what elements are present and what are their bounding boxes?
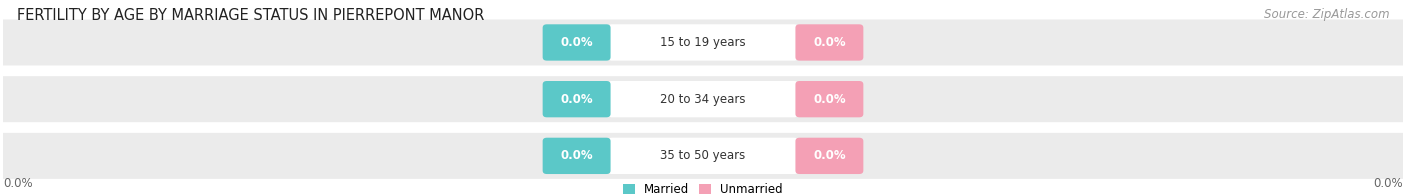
- Text: 0.0%: 0.0%: [1374, 177, 1403, 190]
- FancyBboxPatch shape: [796, 138, 863, 174]
- Text: FERTILITY BY AGE BY MARRIAGE STATUS IN PIERREPONT MANOR: FERTILITY BY AGE BY MARRIAGE STATUS IN P…: [17, 8, 484, 23]
- Text: 0.0%: 0.0%: [561, 93, 593, 106]
- Text: 0.0%: 0.0%: [813, 149, 845, 162]
- FancyBboxPatch shape: [607, 81, 799, 117]
- Legend: Married, Unmarried: Married, Unmarried: [623, 183, 783, 196]
- Text: Source: ZipAtlas.com: Source: ZipAtlas.com: [1264, 8, 1389, 21]
- Text: 20 to 34 years: 20 to 34 years: [661, 93, 745, 106]
- FancyBboxPatch shape: [0, 132, 1406, 180]
- FancyBboxPatch shape: [607, 138, 799, 174]
- FancyBboxPatch shape: [543, 138, 610, 174]
- Text: 0.0%: 0.0%: [813, 36, 845, 49]
- Text: 0.0%: 0.0%: [3, 177, 32, 190]
- FancyBboxPatch shape: [607, 24, 799, 61]
- Text: 15 to 19 years: 15 to 19 years: [661, 36, 745, 49]
- Text: 0.0%: 0.0%: [561, 36, 593, 49]
- Text: 0.0%: 0.0%: [813, 93, 845, 106]
- Text: 35 to 50 years: 35 to 50 years: [661, 149, 745, 162]
- FancyBboxPatch shape: [543, 24, 610, 61]
- Text: 0.0%: 0.0%: [561, 149, 593, 162]
- FancyBboxPatch shape: [796, 81, 863, 117]
- FancyBboxPatch shape: [543, 81, 610, 117]
- FancyBboxPatch shape: [0, 75, 1406, 123]
- FancyBboxPatch shape: [0, 18, 1406, 67]
- FancyBboxPatch shape: [796, 24, 863, 61]
